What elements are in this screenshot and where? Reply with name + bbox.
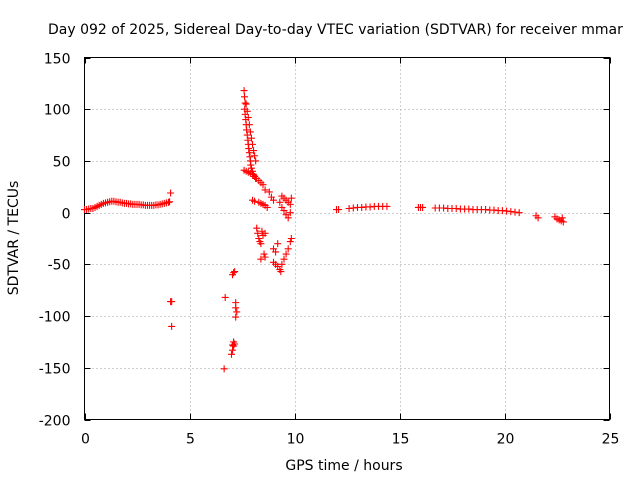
data-point <box>276 198 284 206</box>
data-point <box>245 121 253 129</box>
y-tick-label: -100 <box>39 310 71 326</box>
data-point <box>259 181 267 189</box>
data-point <box>272 248 280 256</box>
data-point <box>274 240 282 248</box>
data-point <box>287 194 295 202</box>
data-point <box>284 245 292 253</box>
data-point <box>243 126 251 134</box>
data-points <box>81 87 567 373</box>
data-point <box>252 157 260 165</box>
data-point <box>231 268 239 276</box>
data-point <box>261 186 269 194</box>
data-point <box>233 308 241 316</box>
data-point <box>244 113 252 121</box>
data-point <box>263 203 271 211</box>
data-point <box>240 87 248 95</box>
y-tick-label: 100 <box>44 103 71 119</box>
data-point <box>242 100 250 108</box>
data-point <box>243 131 251 139</box>
data-point <box>261 229 269 237</box>
data-point <box>257 240 265 248</box>
data-point <box>534 214 542 222</box>
data-point <box>286 209 294 217</box>
data-point <box>286 238 294 246</box>
data-point <box>282 250 290 258</box>
y-tick-label: -50 <box>48 258 71 274</box>
data-point <box>230 269 238 277</box>
data-point <box>515 209 523 217</box>
data-point <box>419 203 427 211</box>
data-point <box>228 350 235 358</box>
data-point <box>251 197 259 205</box>
data-point <box>167 189 175 197</box>
y-tick-label: 0 <box>62 207 71 223</box>
y-tick-label: -150 <box>39 362 71 378</box>
data-point <box>232 304 240 312</box>
x-tick-label: 15 <box>392 432 410 448</box>
data-point <box>255 235 263 242</box>
data-point <box>383 202 391 210</box>
x-tick-label: 10 <box>287 432 305 448</box>
y-tick-label: 50 <box>53 155 71 171</box>
data-point <box>257 255 265 263</box>
data-point <box>260 250 268 258</box>
data-point <box>287 235 295 242</box>
data-point <box>250 147 258 155</box>
data-point <box>166 198 174 206</box>
data-point <box>245 145 253 153</box>
data-point <box>278 260 286 268</box>
grid-layer <box>84 57 610 420</box>
plot-frame <box>84 57 610 420</box>
data-point <box>265 188 273 196</box>
x-axis-label: GPS time / hours <box>285 458 402 474</box>
data-point <box>168 298 176 306</box>
data-point <box>251 152 259 160</box>
data-point <box>280 255 288 263</box>
data-point <box>245 149 253 157</box>
chart-title: Day 092 of 2025, Sidereal Day-to-day VTE… <box>48 22 623 38</box>
data-point <box>253 224 261 232</box>
data-point <box>286 200 294 208</box>
data-point <box>231 340 239 348</box>
data-point <box>168 322 176 330</box>
y-tick-label: -200 <box>39 414 71 430</box>
x-tick-label: 0 <box>81 432 90 448</box>
x-tick-label: 5 <box>186 432 195 448</box>
data-point <box>558 214 566 222</box>
data-point <box>241 93 249 101</box>
data-point <box>559 218 567 226</box>
data-point <box>232 313 240 321</box>
x-tick-label: 25 <box>602 432 620 448</box>
data-point <box>270 196 277 204</box>
data-point <box>261 253 269 261</box>
data-point <box>247 164 255 172</box>
x-tick-label: 20 <box>497 432 515 448</box>
data-point <box>241 99 249 107</box>
tick-layer: 0 5 10 15 20 25 150 100 50 0 -50 -100 -150 -200 <box>39 52 620 448</box>
y-axis-label: SDTVAR / TECUs <box>6 181 22 296</box>
data-point <box>280 207 288 215</box>
data-point <box>243 107 251 115</box>
data-point <box>247 134 255 142</box>
data-point <box>220 365 228 373</box>
data-point <box>246 128 254 136</box>
data-point <box>284 214 292 222</box>
data-point <box>247 161 255 169</box>
data-point <box>335 206 343 214</box>
y-tick-label: 150 <box>44 52 71 68</box>
data-point <box>254 229 262 237</box>
data-point <box>277 268 285 276</box>
data-point <box>249 140 256 148</box>
data-point <box>221 293 229 301</box>
